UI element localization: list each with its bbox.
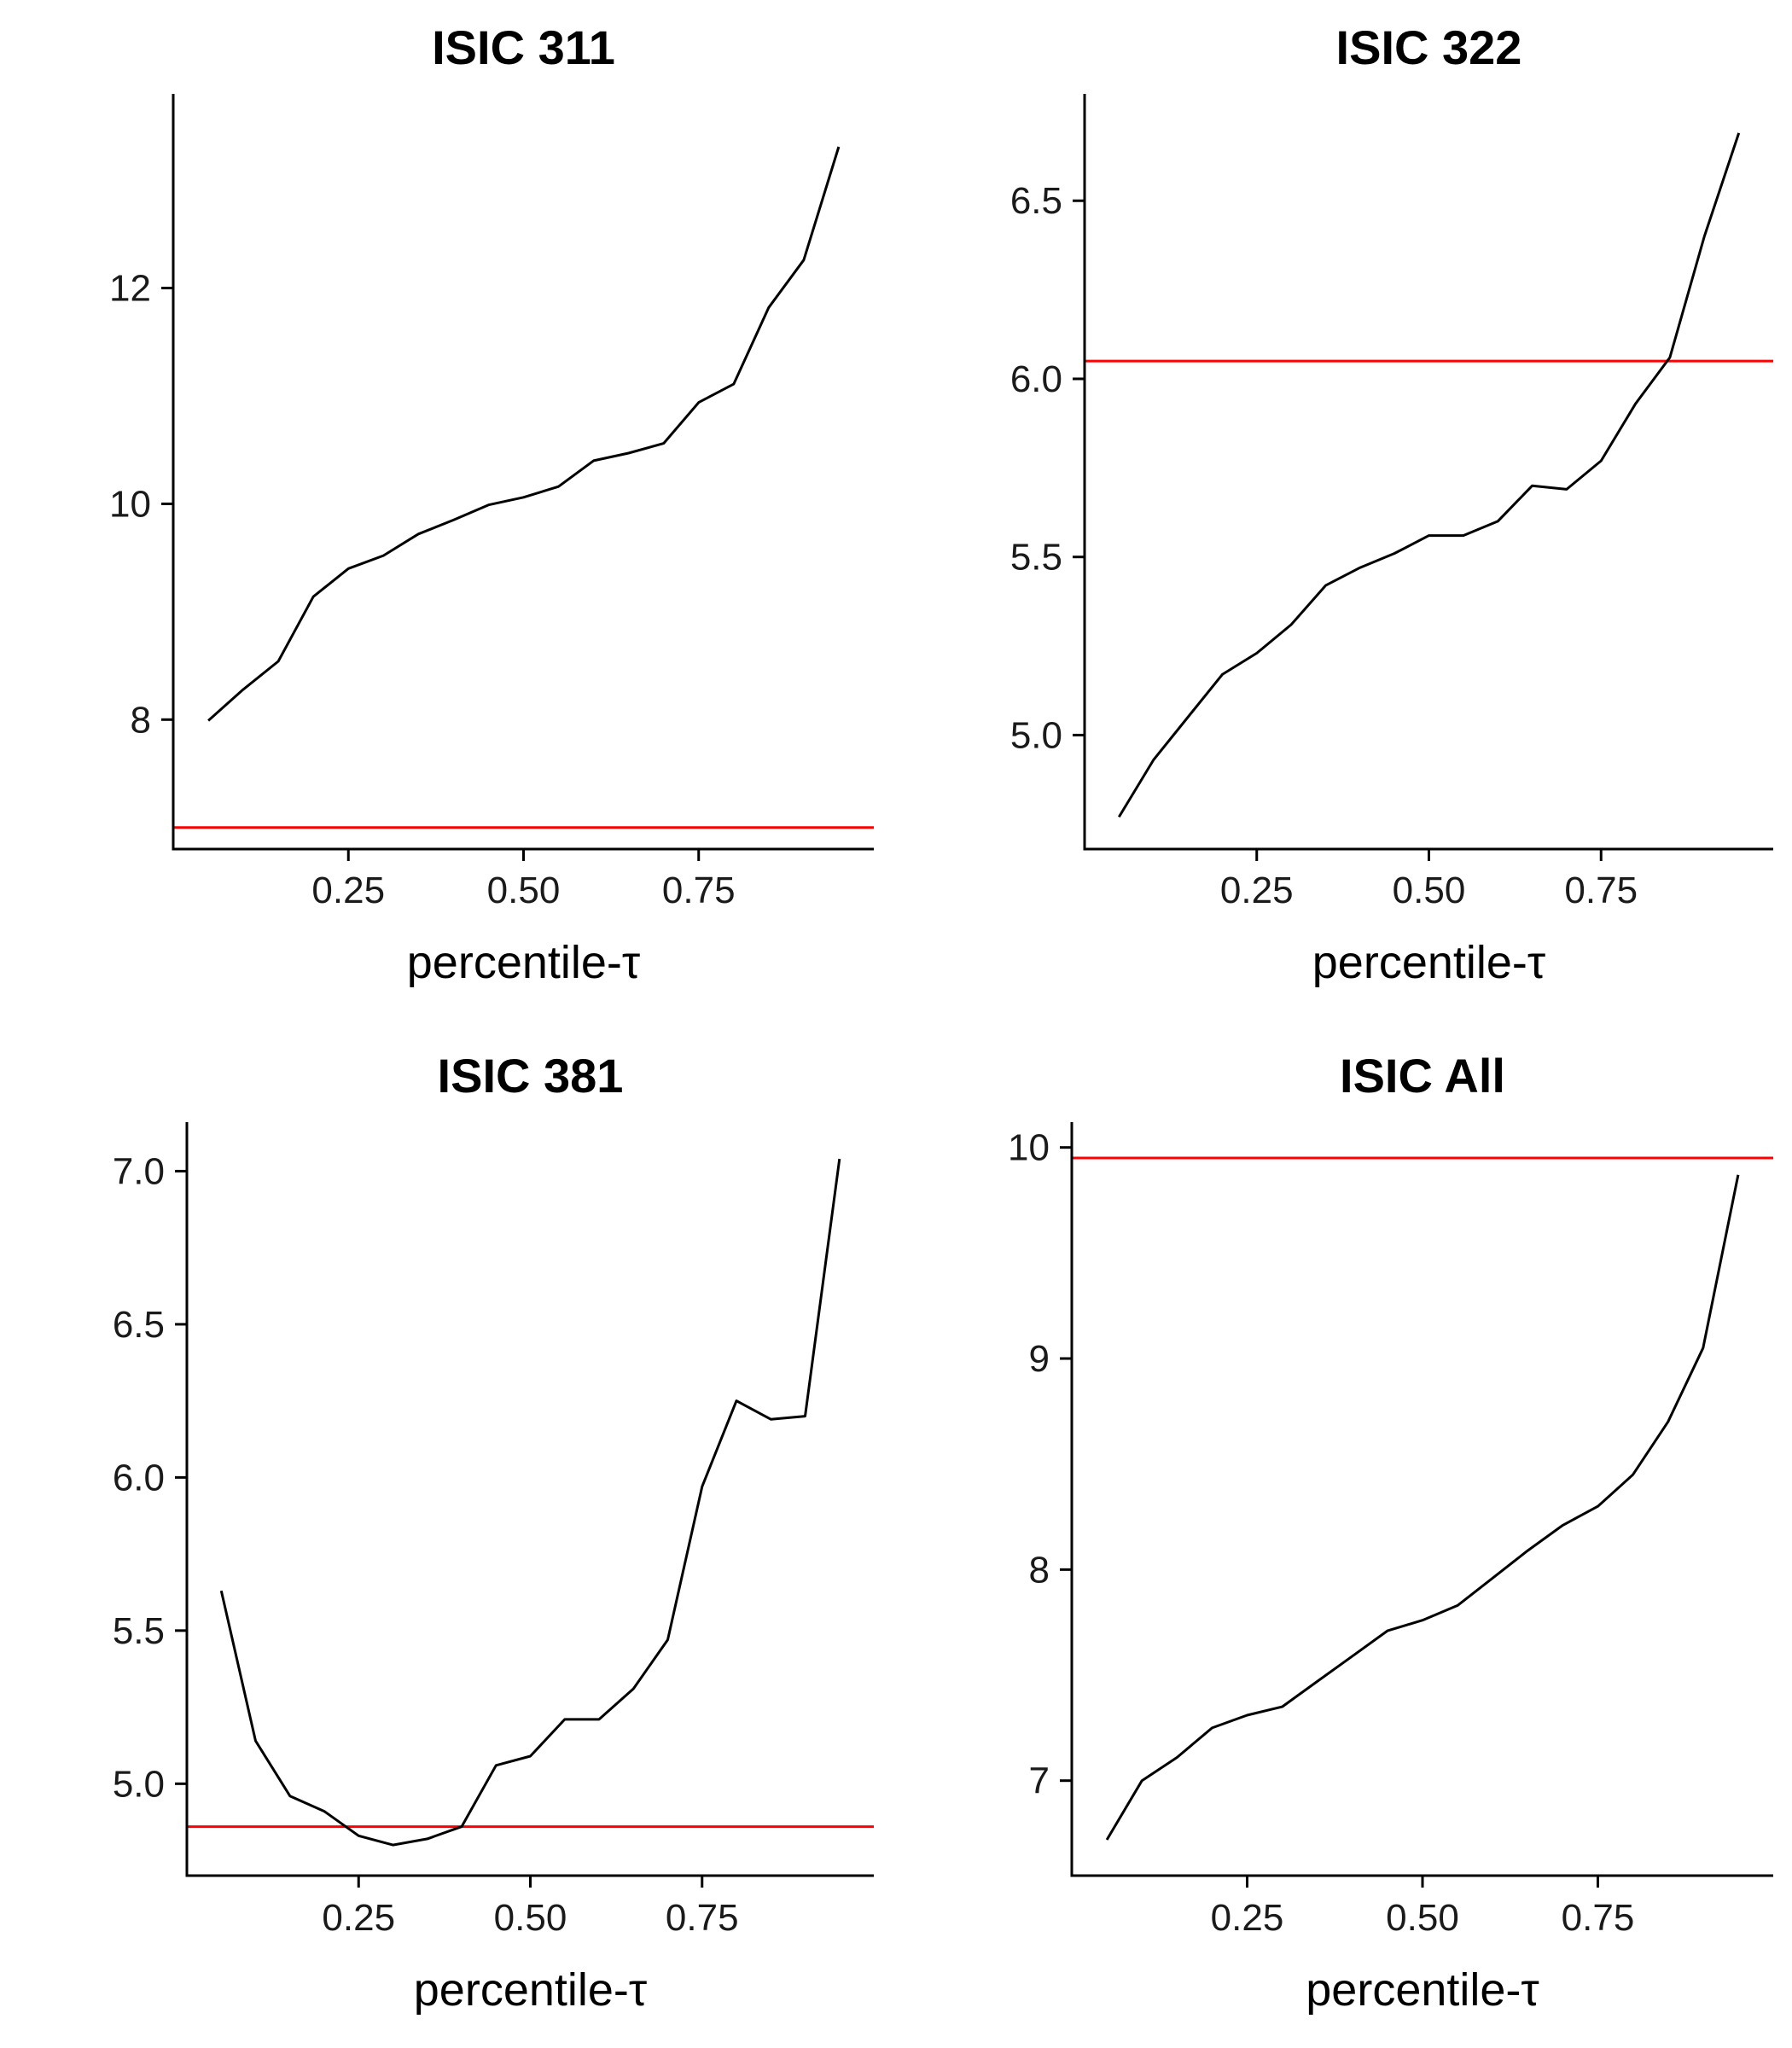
panel-title: ISIC 381 xyxy=(438,1049,624,1103)
panel-1: ISIC 311 8 10 12 0.25 0.50 0.75 percentile-τ xyxy=(109,20,874,988)
panel-title: ISIC All xyxy=(1340,1049,1505,1103)
x-axis-title: percentile-τ xyxy=(414,1964,647,2016)
x-tick-label: 0.25 xyxy=(311,870,385,911)
x-tick-label: 0.25 xyxy=(322,1897,395,1939)
y-tick-label: 5.0 xyxy=(113,1763,165,1805)
series-line xyxy=(219,1158,841,1847)
x-tick-label: 0.75 xyxy=(1562,1897,1635,1939)
series-line xyxy=(207,146,841,722)
x-tick-label: 0.25 xyxy=(1211,1897,1284,1939)
y-tick-label: 12 xyxy=(109,268,151,310)
y-tick-label: 7.0 xyxy=(113,1150,165,1192)
y-tick-label: 8 xyxy=(1029,1549,1050,1591)
y-tick-label: 9 xyxy=(1029,1338,1050,1380)
series-line xyxy=(1105,1174,1740,1841)
y-tick-label: 7 xyxy=(1029,1760,1050,1802)
panel-4: ISIC All 7 8 9 10 0.25 0.50 0.75 percentile-τ xyxy=(1008,1049,1773,2016)
x-tick-label: 0.75 xyxy=(666,1897,739,1939)
series-line xyxy=(1118,132,1741,818)
y-tick-label: 8 xyxy=(131,699,151,741)
y-tick-label: 6.5 xyxy=(113,1304,165,1346)
x-tick-label: 0.50 xyxy=(1386,1897,1459,1939)
panel-2: ISIC 322 5.0 5.5 6.0 6.5 0.25 0.50 0.75 percenti… xyxy=(1010,20,1773,988)
y-tick-label: 6.5 xyxy=(1010,180,1062,222)
x-tick-label: 0.50 xyxy=(494,1897,567,1939)
panel-title: ISIC 311 xyxy=(432,20,615,74)
x-tick-label: 0.75 xyxy=(662,870,736,911)
x-tick-label: 0.25 xyxy=(1220,870,1294,911)
y-tick-label: 10 xyxy=(109,483,151,525)
y-tick-label: 6.0 xyxy=(1010,358,1062,400)
x-tick-label: 0.50 xyxy=(1393,870,1466,911)
y-tick-label: 5.5 xyxy=(113,1610,165,1652)
y-tick-label: 6.0 xyxy=(113,1457,165,1498)
y-tick-label: 5.5 xyxy=(1010,537,1062,579)
x-axis-title: percentile-τ xyxy=(1306,1964,1539,2016)
panel-title: ISIC 322 xyxy=(1336,20,1522,74)
x-axis-title: percentile-τ xyxy=(1312,937,1545,988)
x-tick-label: 0.75 xyxy=(1564,870,1638,911)
x-tick-label: 0.50 xyxy=(487,870,561,911)
panel-3: ISIC 381 5.0 5.5 6.0 6.5 7.0 0.25 0.50 0.75 perce… xyxy=(113,1049,874,2016)
y-tick-label: 10 xyxy=(1008,1127,1050,1169)
x-axis-title: percentile-τ xyxy=(407,937,640,988)
y-tick-label: 5.0 xyxy=(1010,714,1062,756)
